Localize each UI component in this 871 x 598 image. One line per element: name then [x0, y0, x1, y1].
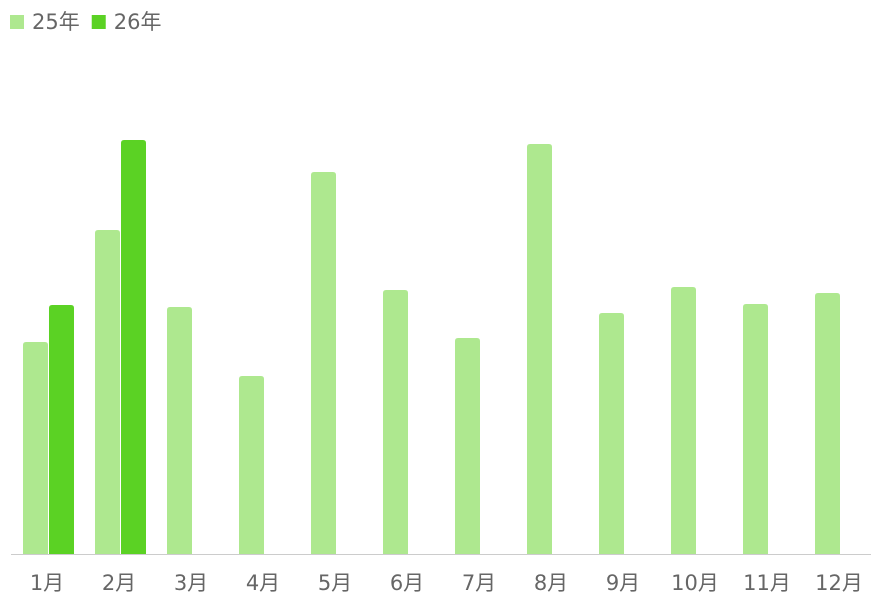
x-tick-label: 1月: [30, 571, 64, 595]
bar: [671, 287, 696, 554]
bar: [49, 305, 74, 554]
x-tick-label: 6月: [390, 571, 424, 595]
legend-swatch: [10, 15, 24, 29]
x-tick-label: 4月: [246, 571, 280, 595]
bar: [527, 144, 552, 554]
x-tick-label: 7月: [462, 571, 496, 595]
legend-label: 25年: [32, 10, 80, 34]
x-tick-label: 9月: [606, 571, 640, 595]
bar: [239, 376, 264, 554]
legend-label: 26年: [114, 10, 162, 34]
bar: [743, 304, 768, 554]
bar: [167, 307, 192, 554]
x-tick-label: 5月: [318, 571, 352, 595]
x-tick-label: 3月: [174, 571, 208, 595]
bar: [383, 290, 408, 554]
legend-swatch: [91, 15, 106, 29]
bar: [95, 230, 120, 554]
x-tick-label: 12月: [815, 571, 863, 595]
bar: [311, 172, 336, 554]
bar: [815, 293, 840, 554]
x-tick-label: 2月: [102, 571, 136, 595]
bar: [455, 338, 480, 554]
bar: [23, 342, 48, 554]
bar: [121, 140, 146, 554]
bar: [599, 313, 624, 554]
x-tick-label: 11月: [743, 571, 791, 595]
x-tick-label: 8月: [534, 571, 568, 595]
x-tick-label: 10月: [671, 571, 719, 595]
